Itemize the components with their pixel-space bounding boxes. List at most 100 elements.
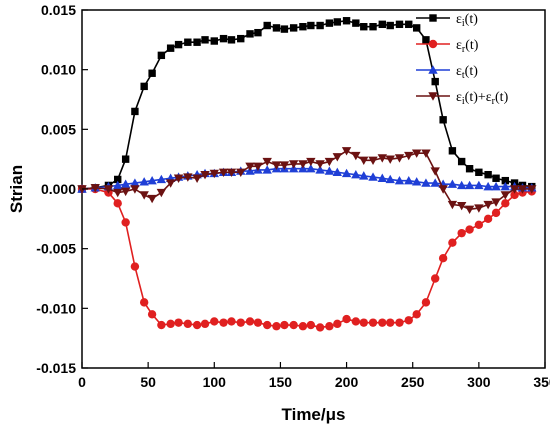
data-point-r — [236, 318, 245, 327]
data-point-i — [157, 51, 166, 60]
data-point-t — [430, 178, 440, 187]
data-point-i — [289, 24, 298, 32]
data-point-i — [227, 36, 236, 44]
data-point-ir — [464, 205, 475, 214]
data-point-r — [465, 225, 474, 234]
x-tick-label: 50 — [140, 374, 156, 390]
data-point-ir — [209, 169, 219, 179]
data-point-i — [219, 34, 228, 43]
data-point-ir — [394, 154, 405, 163]
data-point-ir — [120, 187, 131, 197]
data-point-r — [359, 318, 368, 327]
data-point-ir — [262, 157, 272, 167]
data-point-i — [369, 23, 377, 31]
data-point-i — [501, 176, 510, 185]
data-point-t — [120, 179, 131, 188]
data-point-i — [131, 107, 139, 116]
data-point-i — [360, 23, 368, 31]
data-point-r — [210, 317, 219, 326]
data-point-r — [183, 319, 193, 329]
data-point-ir — [271, 161, 282, 170]
data-point-ir — [368, 156, 378, 166]
legend-item-i: εi(t) — [416, 12, 478, 29]
data-point-t — [306, 164, 316, 173]
data-point-t — [483, 181, 493, 191]
x-tick-label: 100 — [203, 374, 227, 390]
data-point-r — [130, 262, 140, 271]
data-point-i — [272, 24, 281, 32]
data-point-ir — [156, 188, 167, 198]
legend-marker — [428, 65, 438, 74]
data-point-ir — [113, 188, 123, 198]
data-point-ir — [359, 156, 369, 166]
legend-label-part: ε — [486, 90, 492, 105]
data-point-r — [386, 318, 395, 327]
data-point-t — [377, 173, 387, 182]
y-tick-label: -0.010 — [36, 300, 76, 316]
data-point-ir — [500, 191, 511, 200]
data-point-ir — [377, 154, 387, 163]
data-point-t — [156, 174, 167, 184]
data-point-r — [253, 318, 263, 327]
legend-item-ir: εi(t)+εr(t) — [416, 90, 509, 107]
legend-label-part: r — [492, 96, 496, 107]
data-point-t — [474, 180, 484, 190]
series-layer — [77, 17, 537, 332]
data-point-r — [139, 298, 149, 307]
data-point-r — [501, 199, 510, 208]
legend-label: εt(t) — [456, 64, 478, 81]
data-point-t — [341, 168, 352, 178]
data-point-t — [500, 181, 511, 191]
data-point-r — [280, 320, 289, 330]
data-point-i — [184, 38, 192, 46]
data-point-t — [491, 181, 501, 191]
x-tick-label: 200 — [335, 374, 359, 390]
data-point-i — [457, 157, 466, 166]
data-point-r — [121, 218, 130, 227]
data-point-i — [465, 165, 474, 173]
data-point-r — [448, 238, 457, 247]
data-point-ir — [306, 157, 316, 167]
legend-label-part: (t) — [495, 90, 509, 105]
data-point-ir — [517, 185, 528, 194]
data-point-ir — [421, 149, 431, 158]
data-point-ir — [509, 185, 520, 194]
data-point-ir — [341, 147, 352, 156]
data-point-r — [200, 319, 210, 329]
data-point-r — [395, 318, 404, 327]
data-point-ir — [411, 149, 422, 158]
data-point-i — [448, 147, 457, 155]
data-point-ir — [315, 160, 325, 169]
data-point-i — [412, 24, 421, 32]
data-point-r — [227, 317, 236, 326]
y-axis-label: Strian — [7, 165, 26, 213]
data-point-r — [351, 317, 361, 326]
x-tick-label: 150 — [269, 374, 293, 390]
data-point-t — [315, 165, 325, 174]
data-point-r — [289, 320, 298, 330]
x-tick-label: 0 — [78, 374, 86, 390]
data-point-r — [491, 208, 501, 218]
data-point-ir — [245, 162, 255, 172]
data-point-t — [130, 178, 140, 187]
data-point-i — [140, 82, 148, 91]
data-point-i — [333, 18, 342, 26]
data-point-i — [386, 21, 394, 30]
data-point-r — [166, 319, 175, 329]
data-point-r — [510, 190, 519, 200]
data-point-ir — [200, 170, 210, 180]
data-point-i — [484, 170, 492, 179]
data-point-ir — [90, 184, 100, 193]
x-tick-label: 250 — [401, 374, 425, 390]
data-point-i — [307, 21, 315, 30]
data-point-r — [219, 318, 228, 327]
data-point-ir — [351, 151, 361, 161]
data-point-ir — [165, 179, 176, 188]
data-point-i — [405, 20, 413, 29]
data-point-ir — [288, 160, 299, 169]
legend-item-r: εr(t) — [416, 38, 479, 55]
data-point-r — [263, 320, 272, 330]
data-point-ir — [324, 157, 335, 167]
data-point-i — [439, 116, 447, 124]
